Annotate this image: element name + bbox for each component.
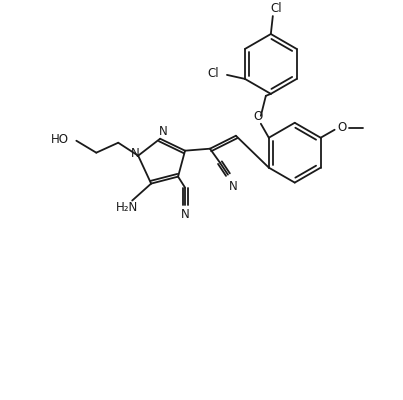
Text: O: O <box>253 110 262 123</box>
Text: O: O <box>337 121 346 134</box>
Text: Cl: Cl <box>270 2 282 14</box>
Text: HO: HO <box>51 133 69 146</box>
Text: Cl: Cl <box>208 68 219 80</box>
Text: N: N <box>159 125 168 138</box>
Text: H₂N: H₂N <box>116 201 138 214</box>
Text: N: N <box>181 208 189 221</box>
Text: N: N <box>131 147 139 160</box>
Text: N: N <box>229 180 237 193</box>
